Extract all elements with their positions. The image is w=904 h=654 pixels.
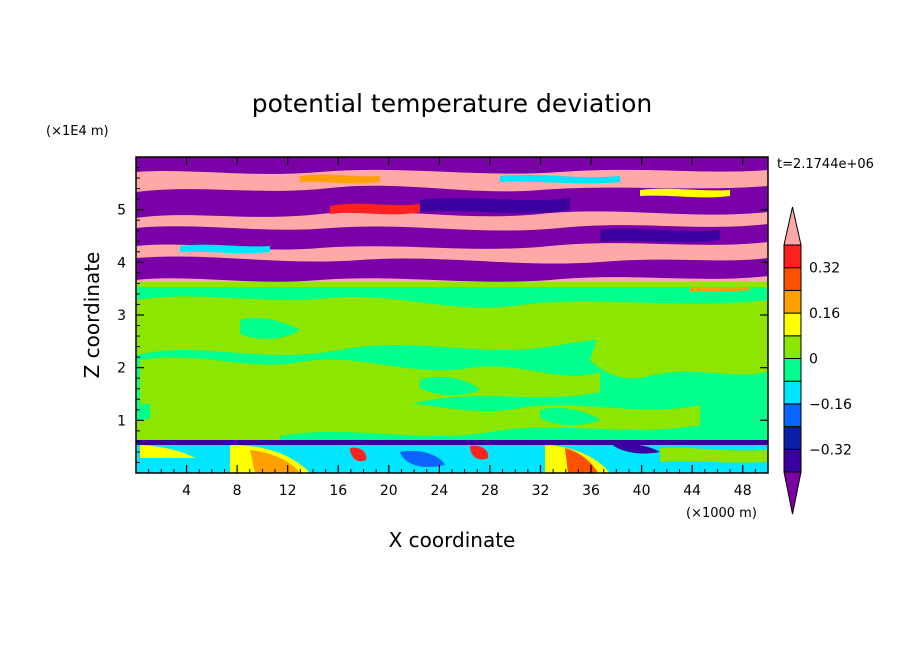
y-axis-label: Z coordinate xyxy=(80,252,104,379)
y-tick-label: 4 xyxy=(117,255,126,271)
light-green-patch xyxy=(590,326,768,379)
purple-band xyxy=(136,157,768,174)
x-tick-label: 32 xyxy=(532,483,550,499)
light-green-patch xyxy=(136,418,280,440)
y-tick-label: 3 xyxy=(117,308,126,324)
contour-field xyxy=(136,157,768,473)
y-axis-ticks: 1 2 3 4 5 xyxy=(117,167,768,463)
colorbar: 0.32 0.16 0 −0.16 −0.32 xyxy=(783,206,852,515)
green-spot xyxy=(540,407,600,426)
x-tick-label: 36 xyxy=(582,483,600,499)
colorbar-segment xyxy=(783,448,802,473)
green-spot xyxy=(420,376,480,396)
y-tick-label: 5 xyxy=(117,203,126,219)
colorbar-label: −0.32 xyxy=(809,442,852,458)
y-unit-label: (×1E4 m) xyxy=(46,124,109,139)
colorbar-label: −0.16 xyxy=(809,397,852,413)
surface-red-spot xyxy=(470,445,489,460)
x-tick-label: 16 xyxy=(329,483,347,499)
chart-title: potential temperature deviation xyxy=(252,89,652,118)
x-axis-label: X coordinate xyxy=(389,528,516,552)
colorbar-segment xyxy=(783,380,802,405)
x-tick-label: 44 xyxy=(683,483,701,499)
colorbar-label: 0 xyxy=(809,352,818,368)
colorbar-label: 0.16 xyxy=(809,306,840,322)
x-tick-label: 8 xyxy=(233,483,242,499)
colorbar-segment xyxy=(783,267,802,291)
surface-blue-spot xyxy=(400,450,445,468)
blue-streak xyxy=(600,228,720,243)
y-tick-label: 2 xyxy=(117,361,126,377)
colorbar-high-extend xyxy=(783,206,802,246)
x-axis-ticks: 4 8 12 16 20 24 28 32 36 40 44 48 xyxy=(148,157,756,499)
colorbar-segment xyxy=(783,244,802,269)
light-green-patch xyxy=(140,357,600,413)
red-streak xyxy=(330,203,420,215)
x-unit-label: (×1000 m) xyxy=(686,506,757,521)
surface-orange-patch xyxy=(565,448,598,473)
colorbar-segment xyxy=(783,358,802,382)
colorbar-segment xyxy=(783,312,802,337)
surface-blue-spot xyxy=(610,442,660,454)
surface-yellow-patch xyxy=(140,445,195,458)
cyan-streak xyxy=(500,174,620,184)
colorbar-segment xyxy=(783,403,802,428)
colorbar-segment xyxy=(783,289,802,314)
x-tick-label: 40 xyxy=(633,483,651,499)
colorbar-segment xyxy=(783,335,802,359)
blue-streak xyxy=(420,198,570,214)
green-spot xyxy=(240,317,300,339)
surface-green-patch xyxy=(660,447,768,463)
y-tick-label: 1 xyxy=(117,413,126,429)
surface-red-spot xyxy=(350,447,367,462)
x-tick-label: 4 xyxy=(182,483,191,499)
surface-blue-line xyxy=(136,440,768,445)
colorbar-label: 0.32 xyxy=(809,261,840,277)
light-green-streak xyxy=(136,282,768,287)
x-tick-label: 12 xyxy=(279,483,297,499)
yellow-streak xyxy=(640,188,730,198)
colorbar-segment xyxy=(783,426,802,450)
x-tick-label: 20 xyxy=(380,483,398,499)
purple-band xyxy=(136,256,768,282)
colorbar-low-extend xyxy=(783,471,802,515)
x-tick-label: 48 xyxy=(734,483,752,499)
cyan-streak xyxy=(180,244,270,254)
x-tick-label: 28 xyxy=(481,483,499,499)
time-label: t=2.1744e+06 xyxy=(777,157,874,172)
orange-streak xyxy=(300,174,380,184)
x-tick-label: 24 xyxy=(430,483,448,499)
light-green-patch xyxy=(136,296,768,355)
